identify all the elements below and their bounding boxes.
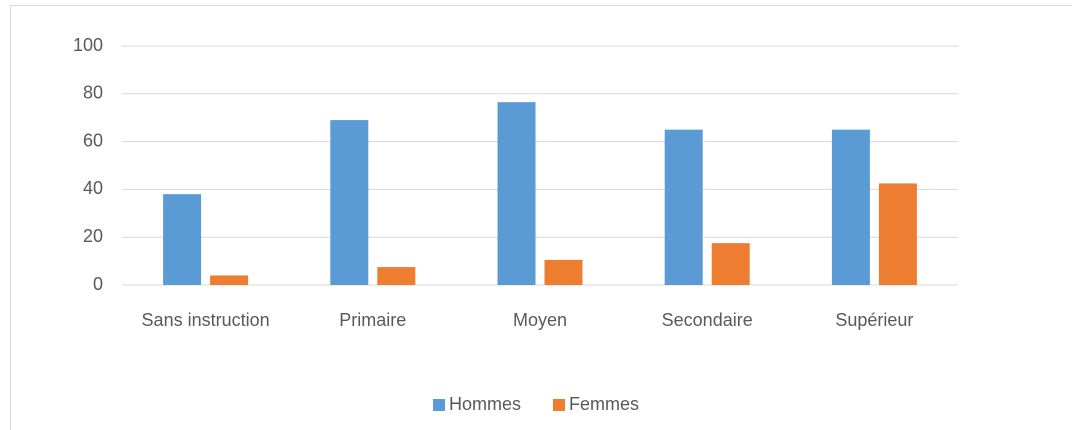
x-tick-label: Supérieur bbox=[835, 310, 913, 330]
x-tick-label: Moyen bbox=[513, 310, 567, 330]
y-tick-label: 100 bbox=[73, 35, 103, 55]
bar bbox=[711, 243, 750, 285]
x-tick-label: Primaire bbox=[339, 310, 406, 330]
bar bbox=[330, 120, 369, 285]
bar bbox=[163, 194, 202, 285]
bar bbox=[544, 259, 583, 285]
bar bbox=[878, 183, 917, 285]
bar bbox=[664, 129, 703, 285]
x-tick-label: Secondaire bbox=[662, 310, 753, 330]
chart-border bbox=[10, 5, 1072, 430]
legend-swatch bbox=[433, 399, 445, 411]
bar bbox=[831, 129, 870, 285]
legend-label: Hommes bbox=[449, 394, 521, 414]
y-tick-label: 80 bbox=[83, 83, 103, 103]
x-tick-label: Sans instruction bbox=[142, 310, 270, 330]
y-tick-label: 60 bbox=[83, 130, 103, 150]
bar bbox=[497, 102, 536, 285]
y-tick-label: 0 bbox=[93, 274, 103, 294]
legend-label: Femmes bbox=[569, 394, 639, 414]
y-tick-label: 40 bbox=[83, 178, 103, 198]
legend-swatch bbox=[553, 399, 565, 411]
bar bbox=[210, 275, 249, 285]
bar bbox=[377, 267, 416, 285]
y-tick-label: 20 bbox=[83, 226, 103, 246]
